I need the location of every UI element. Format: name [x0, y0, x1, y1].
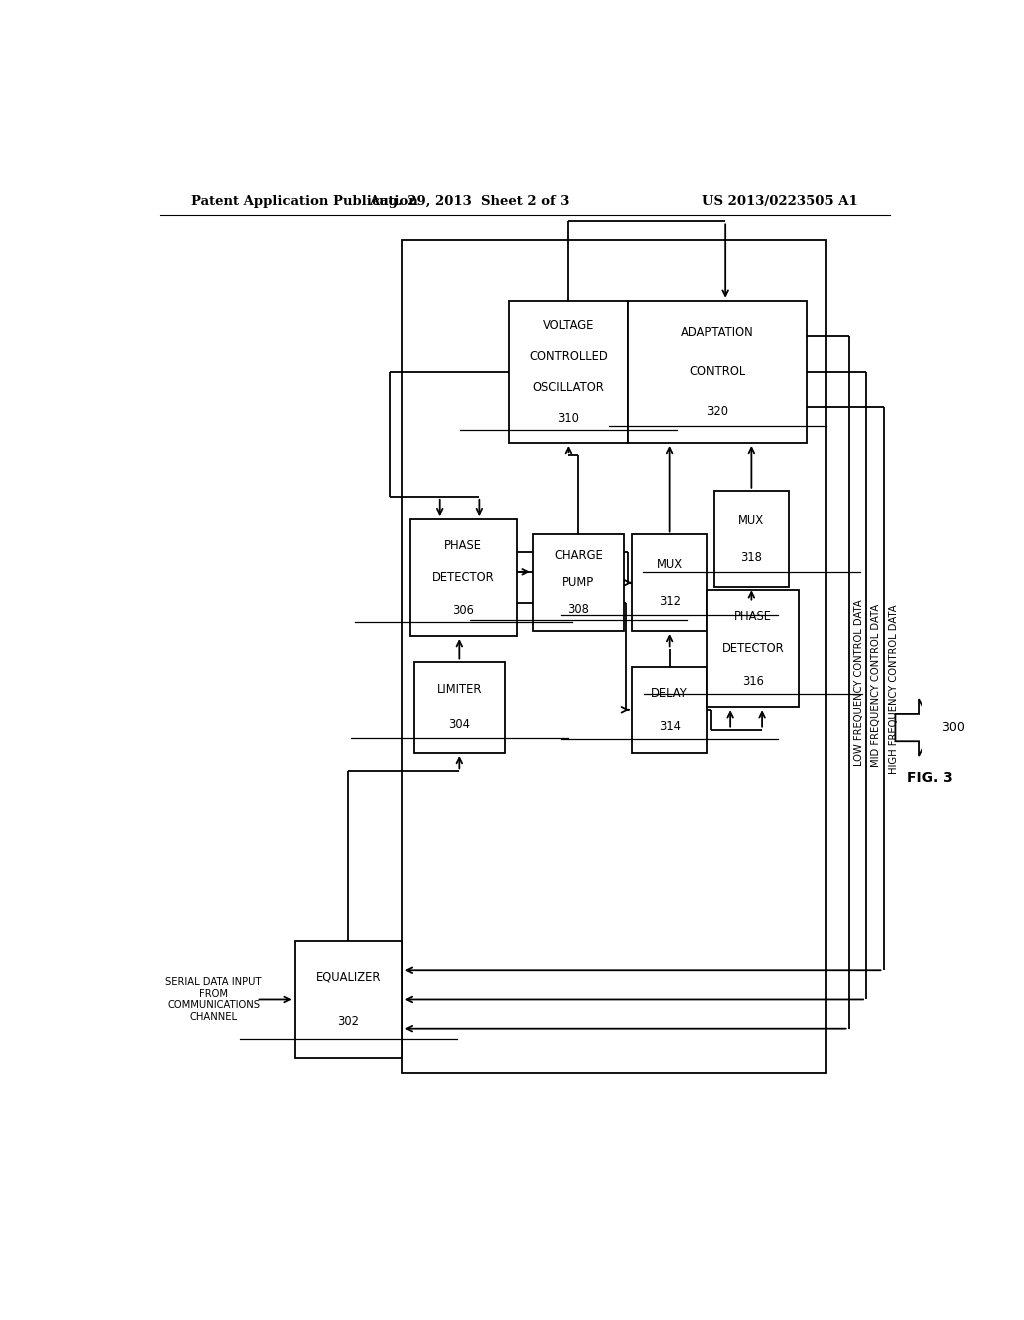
- Text: 316: 316: [742, 675, 764, 688]
- Text: 320: 320: [707, 405, 728, 418]
- FancyBboxPatch shape: [632, 535, 708, 631]
- Text: OSCILLATOR: OSCILLATOR: [532, 380, 604, 393]
- Text: MID FREQUENCY CONTROL DATA: MID FREQUENCY CONTROL DATA: [871, 605, 882, 767]
- Text: PHASE: PHASE: [734, 610, 772, 623]
- Text: CONTROLLED: CONTROLLED: [529, 350, 608, 363]
- Text: 300: 300: [941, 721, 966, 734]
- Text: 302: 302: [337, 1015, 359, 1028]
- Text: VOLTAGE: VOLTAGE: [543, 319, 594, 331]
- FancyBboxPatch shape: [714, 491, 790, 587]
- FancyBboxPatch shape: [410, 519, 517, 636]
- Text: 314: 314: [658, 719, 681, 733]
- Text: EQUALIZER: EQUALIZER: [315, 970, 381, 983]
- FancyBboxPatch shape: [295, 941, 401, 1057]
- Text: MUX: MUX: [738, 513, 765, 527]
- Text: 310: 310: [557, 412, 580, 425]
- Text: Patent Application Publication: Patent Application Publication: [191, 194, 418, 207]
- Text: 308: 308: [567, 603, 589, 616]
- Text: 312: 312: [658, 595, 681, 607]
- Text: PUMP: PUMP: [562, 577, 595, 589]
- Text: US 2013/0223505 A1: US 2013/0223505 A1: [702, 194, 858, 207]
- Text: PHASE: PHASE: [444, 539, 482, 552]
- Text: LOW FREQUENCY CONTROL DATA: LOW FREQUENCY CONTROL DATA: [854, 599, 864, 766]
- FancyBboxPatch shape: [708, 590, 799, 708]
- Text: DELAY: DELAY: [651, 686, 688, 700]
- Text: HIGH FREQUENCY CONTROL DATA: HIGH FREQUENCY CONTROL DATA: [889, 605, 899, 774]
- Text: FIG. 3: FIG. 3: [906, 771, 952, 785]
- Text: MUX: MUX: [656, 557, 683, 570]
- FancyBboxPatch shape: [628, 301, 807, 444]
- Text: 318: 318: [740, 552, 762, 564]
- Text: Aug. 29, 2013  Sheet 2 of 3: Aug. 29, 2013 Sheet 2 of 3: [369, 194, 569, 207]
- FancyBboxPatch shape: [509, 301, 628, 444]
- Text: SERIAL DATA INPUT
FROM
COMMUNICATIONS
CHANNEL: SERIAL DATA INPUT FROM COMMUNICATIONS CH…: [166, 977, 262, 1022]
- Text: DETECTOR: DETECTOR: [722, 643, 784, 655]
- FancyBboxPatch shape: [414, 661, 505, 752]
- FancyBboxPatch shape: [532, 535, 624, 631]
- Text: CHARGE: CHARGE: [554, 549, 603, 562]
- Text: ADAPTATION: ADAPTATION: [681, 326, 754, 339]
- Text: CONTROL: CONTROL: [689, 366, 745, 379]
- Text: DETECTOR: DETECTOR: [432, 572, 495, 585]
- Text: 306: 306: [453, 603, 474, 616]
- Text: LIMITER: LIMITER: [436, 684, 482, 696]
- FancyBboxPatch shape: [632, 667, 708, 752]
- Text: 304: 304: [449, 718, 470, 731]
